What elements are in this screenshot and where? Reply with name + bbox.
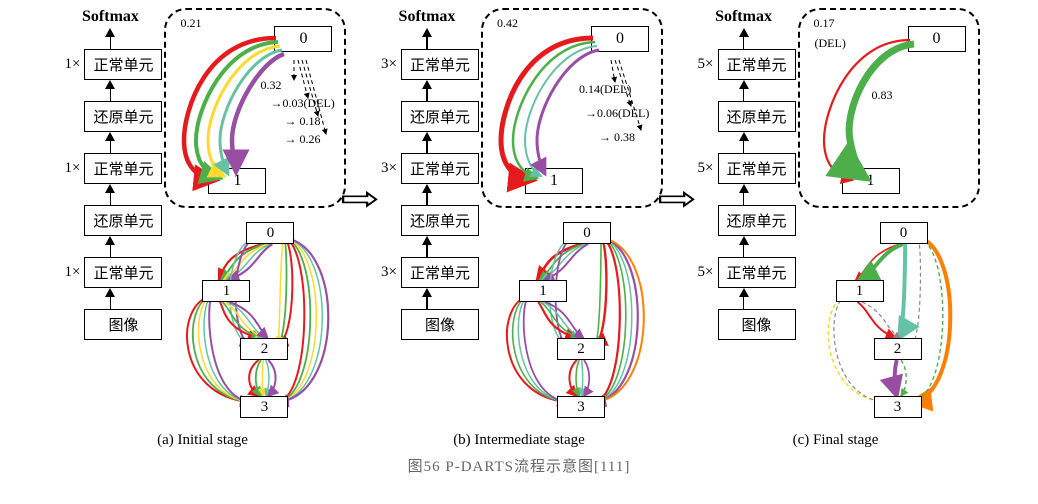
multiplier-label: 3×	[375, 160, 397, 177]
detail-zoom-box: 010.420.14(DEL)→0.06(DEL)→ 0.38	[481, 8, 663, 208]
cell-graph: 0 1 2 3	[164, 214, 346, 426]
graph-node-2: 2	[240, 338, 288, 360]
detail-zoom-box: 010.210.32→0.03(DEL)→ 0.18→ 0.26	[164, 8, 346, 208]
cell-graph: 0 1 2 3	[798, 214, 980, 426]
pipeline-box: 图像	[84, 309, 162, 340]
pipeline-box: 还原单元	[401, 101, 479, 132]
graph-node-2: 2	[557, 338, 605, 360]
pipeline-box: 正常单元	[401, 257, 479, 288]
pipeline-box: 图像	[718, 309, 796, 340]
multiplier-label: 5×	[692, 56, 714, 73]
softmax-label: Softmax	[399, 8, 456, 26]
softmax-label: Softmax	[715, 8, 772, 26]
figure-pdarts: 图像1×正常单元还原单元1×正常单元还原单元1×正常单元Softmax010.2…	[8, 8, 1030, 476]
softmax-label: Softmax	[82, 8, 139, 26]
stages-row: 图像1×正常单元还原单元1×正常单元还原单元1×正常单元Softmax010.2…	[58, 8, 979, 449]
graph-node-0: 0	[563, 222, 611, 244]
graph-node-0: 0	[246, 222, 294, 244]
graph-node-1: 1	[202, 280, 250, 302]
graph-node-0: 0	[880, 222, 928, 244]
pipeline-box: 正常单元	[718, 153, 796, 184]
pipeline-box: 正常单元	[84, 49, 162, 80]
stage-caption: (c) Final stage	[793, 432, 879, 449]
multiplier-label: 1×	[58, 264, 80, 281]
figure-caption: 图56 P-DARTS流程示意图[111]	[408, 455, 631, 476]
multiplier-label: 5×	[692, 160, 714, 177]
multiplier-label: 1×	[58, 56, 80, 73]
multiplier-label: 5×	[692, 264, 714, 281]
stage-initial: 图像1×正常单元还原单元1×正常单元还原单元1×正常单元Softmax010.2…	[58, 8, 346, 449]
stage-intermediate: 图像3×正常单元还原单元3×正常单元还原单元3×正常单元Softmax010.4…	[375, 8, 663, 449]
pipeline-box: 还原单元	[718, 101, 796, 132]
pipeline-box: 图像	[401, 309, 479, 340]
graph-node-3: 3	[557, 396, 605, 418]
cell-graph: 0 1 2 3	[481, 214, 663, 426]
pipeline-box: 正常单元	[401, 153, 479, 184]
graph-node-1: 1	[836, 280, 884, 302]
pipeline-box: 还原单元	[401, 205, 479, 236]
multiplier-label: 1×	[58, 160, 80, 177]
pipeline-box: 正常单元	[84, 257, 162, 288]
pipeline-box: 正常单元	[718, 257, 796, 288]
stage-caption: (a) Initial stage	[157, 432, 248, 449]
pipeline-box: 正常单元	[718, 49, 796, 80]
pipeline-box: 正常单元	[401, 49, 479, 80]
multiplier-label: 3×	[375, 264, 397, 281]
graph-node-2: 2	[874, 338, 922, 360]
stage-caption: (b) Intermediate stage	[453, 432, 585, 449]
pipeline-box: 还原单元	[718, 205, 796, 236]
detail-zoom-box: 010.17(DEL)0.83	[798, 8, 980, 208]
pipeline-box: 还原单元	[84, 101, 162, 132]
pipeline-box: 正常单元	[84, 153, 162, 184]
multiplier-label: 3×	[375, 56, 397, 73]
graph-node-1: 1	[519, 280, 567, 302]
stage-final: 图像5×正常单元还原单元5×正常单元还原单元5×正常单元Softmax010.1…	[692, 8, 980, 449]
graph-node-3: 3	[874, 396, 922, 418]
pipeline-box: 还原单元	[84, 205, 162, 236]
graph-node-3: 3	[240, 396, 288, 418]
